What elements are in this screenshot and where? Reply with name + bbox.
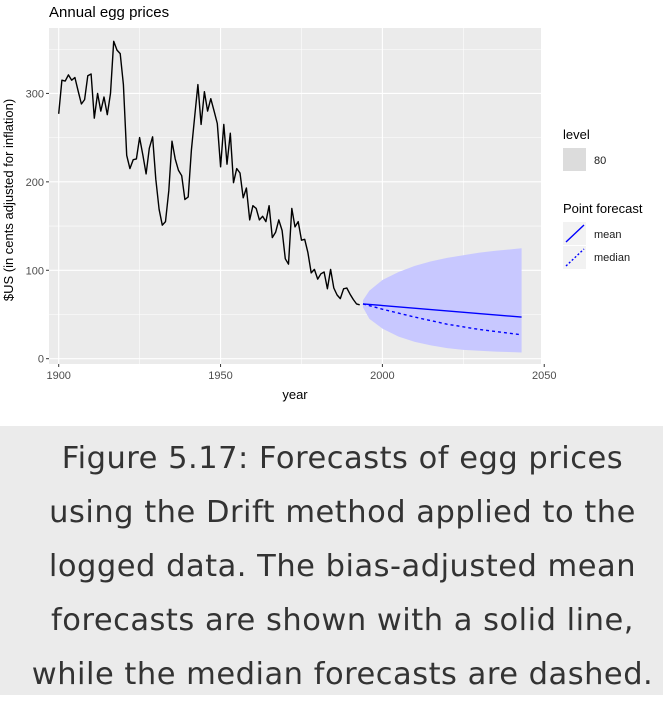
legend: level 80 Point forecast mean median xyxy=(563,127,643,269)
legend-median-label: median xyxy=(594,252,630,264)
legend-level-value: 80 xyxy=(594,155,606,167)
legend-forecast-title: Point forecast xyxy=(563,201,643,216)
minor-gridlines xyxy=(49,28,541,364)
prediction-interval-80 xyxy=(363,248,522,353)
legend-mean-label: mean xyxy=(594,229,622,241)
y-tick-label: 300 xyxy=(26,88,44,100)
y-tick-label: 200 xyxy=(26,177,44,189)
legend-level-title: level xyxy=(563,127,590,142)
figure-caption: Figure 5.17: Forecasts of egg prices usi… xyxy=(31,441,654,692)
legend-level-key xyxy=(563,148,586,171)
y-axis-label: $US (in cents adjusted for inflation) xyxy=(1,99,16,301)
x-tick-label: 1950 xyxy=(208,370,232,382)
legend-median-line xyxy=(565,248,585,267)
chart-title: Annual egg prices xyxy=(49,4,169,21)
egg-prices-chart: Annual egg prices 1900 1950 2000 2050 0 100 20… xyxy=(1,4,643,402)
series-lines-layer xyxy=(58,40,522,336)
x-axis-label: year xyxy=(282,387,308,402)
forecast-interval-layer xyxy=(363,248,522,353)
x-tick-label: 2050 xyxy=(532,370,556,382)
legend-mean-line xyxy=(565,224,585,243)
y-tick-label: 0 xyxy=(38,354,44,366)
x-tick-label: 1900 xyxy=(46,370,70,382)
median-forecast-line xyxy=(362,303,522,336)
history-line xyxy=(58,40,360,306)
y-tick-label: 100 xyxy=(26,265,44,277)
figure-caption-box: Figure 5.17: Forecasts of egg prices usi… xyxy=(0,426,663,695)
x-tick-label: 2000 xyxy=(370,370,394,382)
axis-ticks-layer: 1900 1950 2000 2050 0 100 200 300 xyxy=(26,88,557,382)
mean-forecast-line xyxy=(362,303,522,318)
